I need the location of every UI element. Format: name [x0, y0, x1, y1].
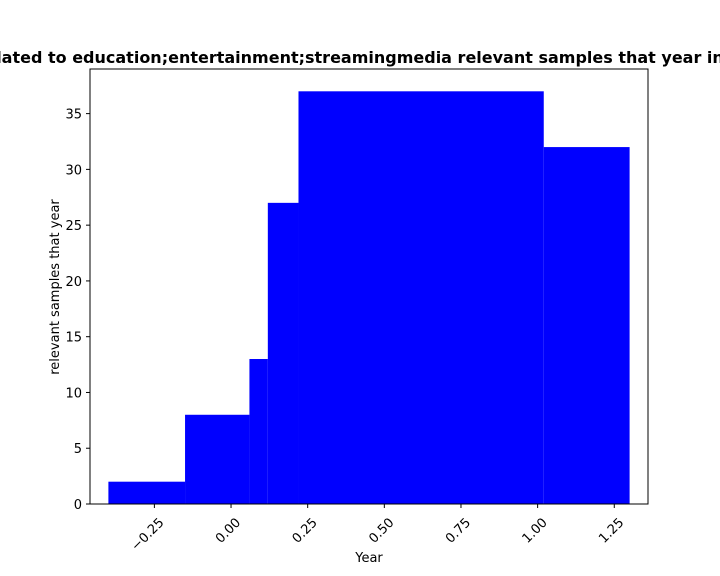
chart-title: lated to education;entertainment;streami… [0, 48, 720, 67]
x-tick-label: 1.25 [596, 515, 627, 546]
bars-group [108, 91, 630, 505]
bar-1 [185, 414, 250, 504]
x-tick-label: 0.25 [290, 515, 321, 546]
plot-area-frame [89, 68, 649, 505]
x-tick-label: 0.50 [366, 515, 397, 546]
bar-3 [267, 202, 299, 504]
bar-4 [298, 91, 544, 505]
y-tick-label: 15 [65, 331, 82, 346]
bar-5 [543, 147, 630, 505]
y-axis-ticks: 0 5 10 15 20 25 30 35 [65, 108, 90, 513]
bar-2 [249, 359, 268, 504]
y-tick-label: 25 [65, 219, 82, 234]
x-tick-label: 0.75 [443, 515, 474, 546]
x-tick-label: 0.00 [213, 515, 244, 546]
y-tick-label: 0 [74, 498, 82, 513]
y-tick-label: 20 [65, 275, 82, 290]
x-axis-label: Year [354, 551, 383, 566]
y-tick-label: 10 [65, 386, 82, 401]
bar-0 [108, 481, 186, 504]
x-tick-label: 1.00 [520, 515, 551, 546]
x-tick-label: −0.25 [129, 515, 168, 554]
x-axis-ticks: −0.25 0.00 0.25 0.50 0.75 1.00 1.25 [129, 504, 627, 554]
y-tick-label: 35 [65, 108, 82, 123]
y-axis-label: relevant samples that year [48, 199, 63, 375]
y-tick-label: 30 [65, 163, 82, 178]
y-tick-label: 5 [74, 442, 82, 457]
